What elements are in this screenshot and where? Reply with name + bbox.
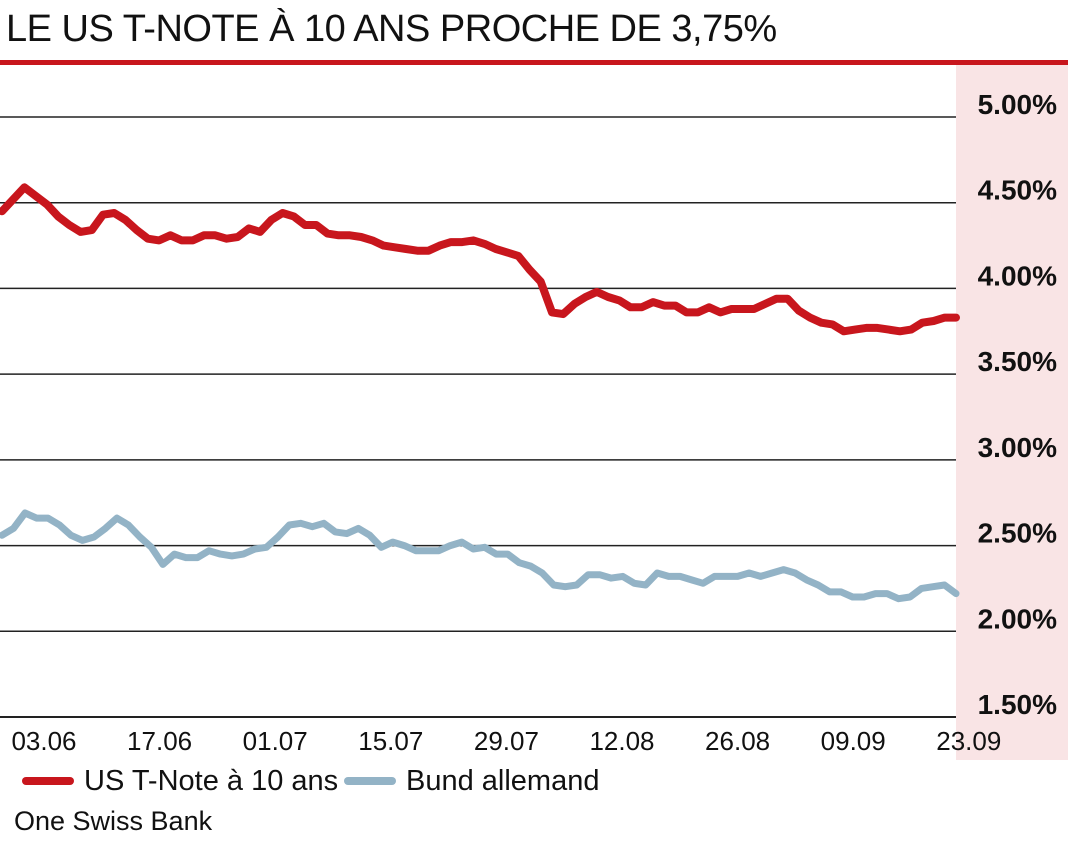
x-tick-label: 09.09 (821, 726, 886, 756)
legend-label-bund: Bund allemand (406, 764, 600, 797)
x-tick-label: 03.06 (11, 726, 76, 756)
y-tick-label: 4.50% (978, 175, 1057, 206)
line-chart: 5.00% 4.50% 4.00% 3.50% 3.00% 2.50% 2.00% 1.50%… (0, 60, 1068, 760)
source-credit: One Swiss Bank (14, 806, 213, 836)
x-tick-label: 15.07 (358, 726, 423, 756)
legend-label-us-tnote: US T-Note à 10 ans (84, 764, 339, 797)
x-tick-label: 01.07 (243, 726, 308, 756)
x-tick-label: 23.09 (936, 726, 1001, 756)
y-tick-label: 2.50% (978, 518, 1057, 549)
legend-item-us-tnote: US T-Note à 10 ans (22, 764, 338, 798)
x-tick-label: 26.08 (705, 726, 770, 756)
bund-line (0, 509, 960, 603)
legend-swatch-bund (344, 777, 396, 785)
x-tick-label: 17.06 (127, 726, 192, 756)
legend-item-bund: Bund allemand (344, 764, 599, 798)
y-tick-label: 2.00% (978, 603, 1057, 634)
y-tick-label: 3.50% (978, 346, 1057, 377)
x-tick-label: 29.07 (474, 726, 539, 756)
y-tick-label: 5.00% (978, 89, 1057, 120)
y-tick-label: 1.50% (978, 689, 1057, 720)
chart-legend: US T-Note à 10 ans Bund allemand (0, 762, 1068, 800)
us-tnote-line (0, 183, 960, 336)
chart-title: LE US T-NOTE À 10 ANS PROCHE DE 3,75% (6, 8, 777, 50)
highlight-band (956, 64, 1068, 760)
y-tick-label: 3.00% (978, 432, 1057, 463)
legend-swatch-us-tnote (22, 777, 74, 785)
y-tick-label: 4.00% (978, 260, 1057, 291)
title-rule (0, 60, 1068, 65)
x-tick-label: 12.08 (589, 726, 654, 756)
